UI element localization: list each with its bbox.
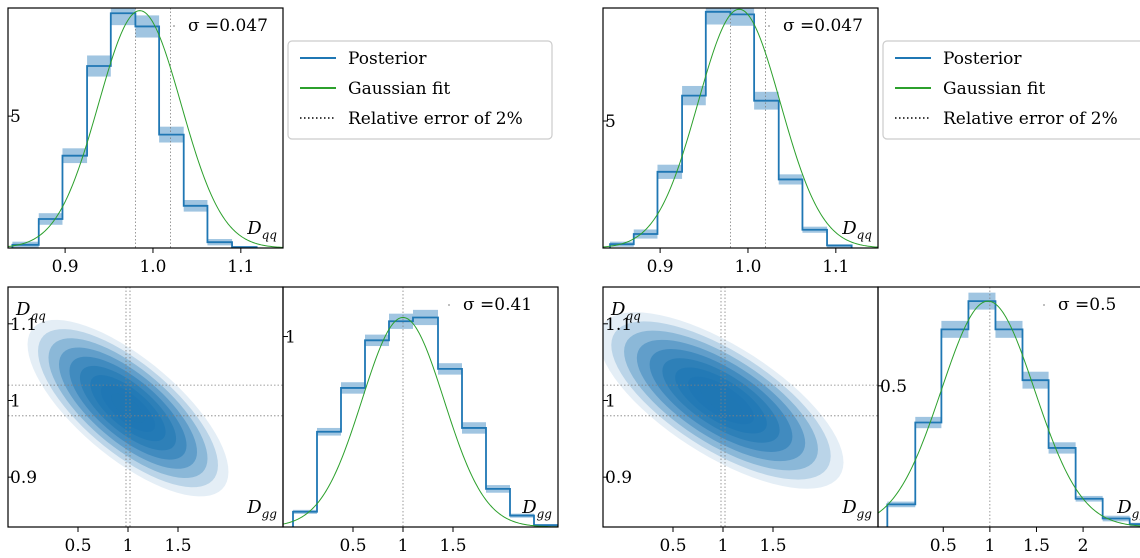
axes-frame: [7, 286, 284, 528]
sigma-label: σ =0.5: [1058, 295, 1116, 315]
gaussian-fit-curve: [603, 8, 878, 248]
plot-area: [603, 8, 878, 248]
x-axis-label: Dgg: [841, 497, 872, 521]
x-axis-label: Dgg: [1116, 497, 1140, 521]
posterior-step-line: [609, 10, 853, 248]
y-tick-label: 0.9: [10, 468, 37, 488]
x-tick-label: 1: [984, 536, 995, 556]
x-tick-label: 0.9: [647, 257, 674, 277]
x-axis-label: Dgg: [246, 497, 277, 521]
plot-area: [8, 287, 283, 527]
sigma-label: σ =0.41: [463, 295, 532, 315]
legend: Posterior Gaussian fit Relative error of 2…: [287, 40, 553, 140]
panel-right-2d-Dgg-Dqq: 0.5 1 1.5 0.9 1 1.1 Dgg Dqq: [602, 286, 879, 556]
axes-frame: [602, 7, 879, 249]
x-tick-label: 1.0: [734, 257, 761, 277]
x-tick-label: 0.5: [930, 536, 957, 556]
legend: Posterior Gaussian fit Relative error of 2…: [882, 40, 1140, 140]
x-tick-label: 1.0: [139, 257, 166, 277]
x-tick-label: 1.1: [822, 257, 849, 277]
y-axis-label: Dqq: [15, 299, 46, 323]
x-tick-label: 0.5: [339, 536, 366, 556]
y-tick-label: 1: [605, 391, 616, 411]
x-tick-label: 1.5: [164, 536, 191, 556]
legend-entry-label: Gaussian fit: [348, 79, 450, 99]
plot-area: [283, 287, 558, 527]
x-tick-label: 1.5: [439, 536, 466, 556]
sigma-label: σ =0.047: [188, 16, 268, 36]
sigma-label: σ =0.047: [783, 16, 863, 36]
panels-layer: 0.9 1.0 1.1 5 σ =0.047 Dqq 0.9 1.0 1.1 5 σ =0.047 D…: [7, 7, 1140, 556]
y-tick-label: 5: [605, 112, 616, 132]
x-tick-label: 0.5: [64, 536, 91, 556]
y-tick-label: 0.9: [605, 468, 632, 488]
x-tick-label: 0.9: [52, 257, 79, 277]
legend-frame: [287, 40, 553, 140]
x-tick-label: 0.5: [659, 536, 686, 556]
panel-left-1d-Dqq: 0.9 1.0 1.1 5 σ =0.047 Dqq: [7, 7, 284, 277]
legend-frame: [882, 40, 1140, 140]
plot-area: [878, 287, 1140, 527]
y-tick-label: 1: [10, 391, 21, 411]
legend-entry-label: Posterior: [348, 49, 427, 69]
y-axis-label: Dqq: [610, 299, 641, 323]
x-tick-label: 1.5: [1023, 536, 1050, 556]
axes-frame: [602, 286, 879, 528]
x-tick-label: 2: [1078, 536, 1089, 556]
y-tick-label: 1: [285, 328, 296, 348]
gaussian-fit-curve: [8, 10, 283, 248]
y-tick-label: 0.5: [880, 377, 907, 397]
legend-entry-label: Posterior: [943, 49, 1022, 69]
x-tick-label: 1: [398, 536, 409, 556]
x-axis-label: Dqq: [246, 218, 277, 242]
panel-left-1d-Dgg: 0.5 1 1.5 1 σ =0.41 Dgg: [282, 286, 559, 556]
gaussian-fit-curve: [878, 300, 1140, 527]
plot-area: [8, 8, 283, 248]
y-tick-label: 1.1: [10, 315, 37, 335]
y-tick-label: 5: [10, 107, 21, 127]
x-axis-label: Dgg: [521, 497, 552, 521]
legend-entry-label: Relative error of 2%: [348, 109, 523, 129]
x-axis-label: Dqq: [841, 218, 872, 242]
panel-right-1d-Dgg: 0.5 1 1.5 2 0.5 σ =0.5 Dgg: [877, 286, 1140, 556]
x-tick-label: 1: [718, 536, 729, 556]
posterior-band: [110, 8, 136, 26]
x-tick-label: 1.5: [759, 536, 786, 556]
legends-layer: Posterior Gaussian fit Relative error of 2…: [287, 40, 1140, 140]
panel-right-1d-Dqq: 0.9 1.0 1.1 5 σ =0.047 Dqq: [602, 7, 879, 277]
posterior-band: [730, 8, 755, 26]
x-tick-label: 1.1: [227, 257, 254, 277]
posterior-step-line: [11, 12, 258, 248]
legend-entry-label: Relative error of 2%: [943, 109, 1118, 129]
gaussian-fit-curve: [283, 316, 558, 527]
posterior-step-line: [292, 316, 558, 527]
plot-area: [603, 287, 878, 527]
y-tick-label: 1.1: [605, 315, 632, 335]
density-contour-level: [111, 393, 145, 423]
panel-left-2d-Dgg-Dqq: 0.5 1 1.5 0.9 1 1.1 Dgg Dqq: [7, 286, 284, 556]
axes-frame: [7, 7, 284, 249]
x-tick-label: 1: [123, 536, 134, 556]
legend-entry-label: Gaussian fit: [943, 79, 1045, 99]
